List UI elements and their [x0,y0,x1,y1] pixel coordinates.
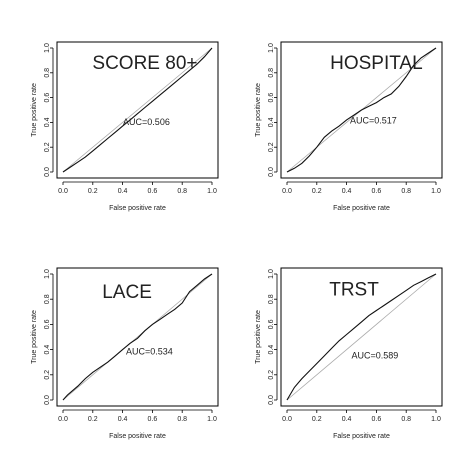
panel-title: HOSPITAL [330,53,423,74]
x-axis-label: False positive rate [333,433,390,440]
x-tick-label: 0.0 [282,416,292,423]
x-tick-label: 1.0 [431,416,441,423]
x-tick-label: 0.8 [177,188,187,195]
roc-panel-2: 0.0 0.2 0.4 0.6 0.8 1.0 0.0 0.2 0.4 0.6 0.8 1.0 Fals… [255,41,443,212]
y-tick-label: 0.6 [44,93,51,103]
y-tick-label: 0.4 [44,117,51,127]
x-tick-label: 0.6 [148,188,158,195]
y-tick-label: 0.8 [44,68,51,78]
plot-frame [280,41,443,179]
y-tick-label: 0.2 [44,370,51,380]
y-axis-label: True positive rate [31,310,38,364]
panel-title: TRST [329,279,379,300]
auc-annotation: AUC=0.589 [352,350,399,360]
y-tick-label: 0.6 [44,319,51,329]
x-tick-label: 1.0 [207,416,217,423]
y-tick-label: 1.0 [44,43,51,53]
auc-annotation: AUC=0.517 [350,116,397,126]
x-tick-label: 0.2 [88,416,98,423]
y-tick-label: 1.0 [44,269,51,279]
x-tick-label: 0.0 [282,188,292,195]
panel-title: SCORE 80+ [92,53,197,74]
x-tick-label: 0.0 [58,416,68,423]
y-tick-label: 0.2 [44,142,51,152]
x-tick-label: 1.0 [207,188,217,195]
y-tick-label: 0.8 [268,68,275,78]
plot-frame [56,267,219,407]
x-tick-label: 0.8 [177,416,187,423]
x-tick-label: 0.4 [342,416,352,423]
reference-diagonal [62,47,213,173]
x-tick-label: 0.6 [148,416,158,423]
y-tick-label: 0.4 [44,345,51,355]
roc-panel-4: 0.0 0.2 0.4 0.6 0.8 1.0 0.0 0.2 0.4 0.6 0.8 1.0 Fals… [255,267,443,440]
auc-annotation: AUC=0.534 [126,346,173,356]
x-tick-label: 0.6 [372,188,382,195]
x-tick-label: 0.6 [372,416,382,423]
y-axis-label: True positive rate [255,83,262,137]
y-tick-label: 1.0 [268,269,275,279]
x-tick-label: 0.2 [312,188,322,195]
y-axis-label: True positive rate [255,310,262,364]
plot-frame [56,41,219,179]
x-axis-label: False positive rate [109,205,166,212]
y-tick-label: 0.0 [44,395,51,405]
plot-frame [280,267,443,407]
roc-curve [62,273,213,401]
y-tick-label: 0.2 [268,370,275,380]
x-tick-label: 0.4 [118,188,128,195]
auc-annotation: AUC=0.506 [123,117,170,127]
reference-diagonal [286,273,437,401]
y-tick-label: 0.4 [268,117,275,127]
y-tick-label: 0.0 [268,395,275,405]
x-tick-label: 1.0 [431,188,441,195]
y-tick-label: 0.8 [44,294,51,304]
roc-panel-3: 0.0 0.2 0.4 0.6 0.8 1.0 0.0 0.2 0.4 0.6 0.8 1.0 Fals… [31,267,219,440]
y-tick-label: 0.0 [44,167,51,177]
y-tick-label: 0.2 [268,142,275,152]
roc-panel-1: 0.0 0.2 0.4 0.6 0.8 1.0 0.0 0.2 0.4 0.6 0.8 1.0 Fals… [31,41,219,212]
y-axis-label: True positive rate [31,83,38,137]
x-tick-label: 0.0 [58,188,68,195]
panel-title: LACE [102,282,152,303]
roc-curve [286,273,437,401]
y-tick-label: 0.0 [268,167,275,177]
x-tick-label: 0.2 [88,188,98,195]
x-tick-label: 0.4 [118,416,128,423]
y-tick-label: 0.6 [268,319,275,329]
y-tick-label: 0.6 [268,93,275,103]
y-tick-label: 1.0 [268,43,275,53]
x-tick-label: 0.2 [312,416,322,423]
roc-curve [62,47,213,173]
y-tick-label: 0.4 [268,345,275,355]
x-tick-label: 0.8 [401,416,411,423]
x-axis-label: False positive rate [109,433,166,440]
x-tick-label: 0.8 [401,188,411,195]
y-tick-label: 0.8 [268,294,275,304]
x-axis-label: False positive rate [333,205,390,212]
x-tick-label: 0.4 [342,188,352,195]
roc-curve [286,47,437,173]
